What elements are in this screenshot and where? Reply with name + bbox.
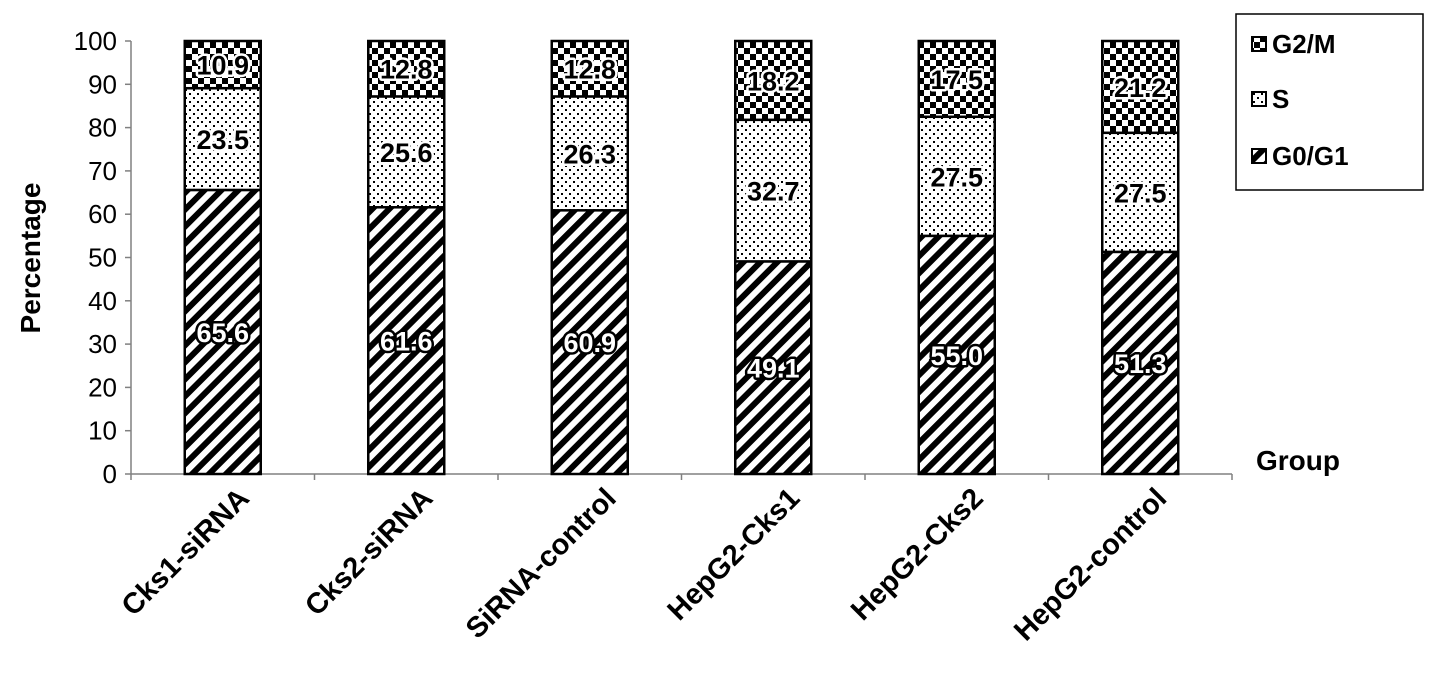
bar-segment-g2m-3 [550, 39, 629, 98]
data-label-s-4: 32.7 [747, 177, 800, 207]
bar-segment-g0g1-5 [917, 234, 996, 476]
bar-segment-s-4 [734, 118, 813, 263]
data-label-s-1: 23.5 [196, 125, 249, 155]
data-label-s-6: 27.5 [1114, 178, 1167, 208]
y-tick-label: 60 [88, 199, 117, 229]
bar-segment-g0g1-1 [183, 188, 262, 476]
x-category-label: HepG2-Cks2 [845, 482, 990, 627]
y-tick-label: 40 [88, 286, 117, 316]
legend-swatch-g0g1 [1251, 148, 1267, 164]
bar-segment-s-6 [1101, 131, 1180, 254]
x-category-label: HepG2-control [1008, 482, 1173, 647]
y-tick-label: 90 [88, 69, 117, 99]
y-tick-label: 0 [103, 459, 117, 489]
y-tick-label: 10 [88, 416, 117, 446]
legend-swatch-s [1251, 91, 1267, 107]
bar-segment-g2m-2 [367, 39, 446, 98]
data-label-g2m-6: 21.2 [1114, 73, 1167, 103]
data-label-g0g1-6: 51.3 [1114, 349, 1167, 379]
data-label-s-2: 25.6 [380, 138, 433, 168]
bar-segment-g2m-1 [183, 39, 262, 90]
data-label-g2m-3: 12.8 [563, 55, 616, 85]
data-label-g2m-4: 18.2 [747, 66, 800, 96]
data-label-g2m-1: 10.9 [196, 51, 249, 81]
y-axis-title: Percentage [15, 183, 46, 334]
data-label-g2m-5: 17.5 [930, 65, 983, 95]
y-tick-label: 30 [88, 329, 117, 359]
data-label-g0g1-2: 61.6 [380, 327, 433, 357]
bar-segment-s-1 [183, 86, 262, 192]
bar-segment-g0g1-2 [367, 206, 446, 476]
y-tick-label: 50 [88, 243, 117, 273]
bar-segment-g2m-4 [734, 39, 813, 122]
data-label-g2m-2: 12.8 [380, 55, 433, 85]
x-axis-title: Group [1256, 445, 1340, 476]
x-category-label: HepG2-Cks1 [662, 482, 807, 627]
bar-segment-g0g1-4 [734, 260, 813, 476]
y-tick-label: 70 [88, 156, 117, 186]
legend-frame [1235, 13, 1424, 191]
data-label-s-5: 27.5 [930, 162, 983, 192]
data-labels: 65.6 23.5 10.9 61.6 25.6 12.8 60.9 26.3 12.8 49.1… [194, 48, 1169, 386]
y-tick-label: 100 [74, 26, 117, 56]
data-label-g0g1-3: 60.9 [563, 328, 616, 358]
y-tick-label: 20 [88, 372, 117, 402]
legend-label-g2m: G2/M [1272, 29, 1336, 59]
legend-label-s: S [1272, 84, 1289, 114]
legend-swatch-g2m [1251, 36, 1267, 52]
bar-segment-s-3 [550, 95, 629, 212]
data-label-g0g1-5: 55.0 [930, 341, 983, 371]
data-label-g0g1-1: 65.6 [196, 318, 249, 348]
bar-segment-g0g1-3 [550, 209, 629, 476]
legend: G2/M S G0/G1 [1235, 13, 1424, 191]
x-category-label: Cks1-siRNA [116, 482, 256, 622]
bars [183, 39, 1180, 476]
bar-segment-s-2 [367, 95, 446, 209]
bar-segment-g2m-6 [1101, 39, 1180, 135]
legend-label-g0g1: G0/G1 [1272, 141, 1349, 171]
bar-segment-s-5 [917, 115, 996, 238]
x-category-label: Cks2-siRNA [299, 482, 439, 622]
bar-segment-g2m-5 [917, 39, 996, 119]
data-label-s-3: 26.3 [563, 139, 616, 169]
data-label-g0g1-4: 49.1 [747, 354, 800, 384]
y-tick-label: 80 [88, 113, 117, 143]
x-category-label: SiRNA-control [460, 482, 623, 645]
